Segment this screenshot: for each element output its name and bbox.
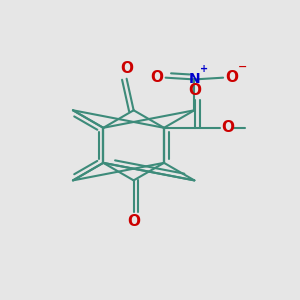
Text: N: N: [188, 72, 200, 86]
Text: O: O: [221, 120, 235, 135]
Text: O: O: [127, 214, 140, 229]
Text: O: O: [188, 83, 201, 98]
Text: O: O: [150, 70, 163, 85]
Text: +: +: [200, 64, 208, 74]
Text: O: O: [120, 61, 133, 76]
Text: −: −: [238, 62, 248, 72]
Text: O: O: [225, 70, 239, 85]
